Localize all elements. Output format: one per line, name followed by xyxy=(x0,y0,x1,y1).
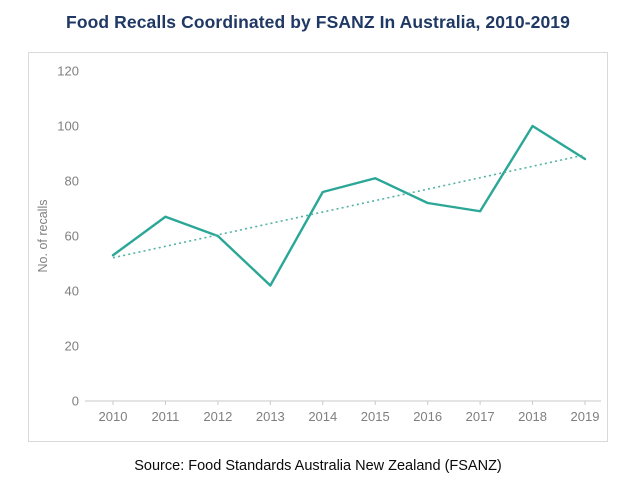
x-tick-label: 2014 xyxy=(308,409,337,424)
x-tick-label: 2011 xyxy=(151,409,179,424)
recalls-series-line xyxy=(111,124,587,287)
x-tick-label: 2017 xyxy=(466,409,495,424)
source-caption: Source: Food Standards Australia New Zea… xyxy=(134,458,502,474)
y-tick-label: 0 xyxy=(72,394,79,409)
y-tick-label: 60 xyxy=(65,229,79,244)
chart-plot-area: 0 20 40 60 80 100 120 2010 2011 2012 2013 2014 2015 2… xyxy=(28,52,608,442)
trend-line xyxy=(112,154,586,259)
x-tick-label: 2010 xyxy=(99,409,128,424)
x-tick-label: 2015 xyxy=(361,409,390,424)
x-tick-label: 2018 xyxy=(518,409,547,424)
line-chart: 0 20 40 60 80 100 120 2010 2011 2012 2013 2014 2015 2… xyxy=(36,64,601,424)
y-tick-label: 20 xyxy=(65,339,79,354)
y-tick-label: 120 xyxy=(57,64,79,79)
y-tick-label: 80 xyxy=(65,174,79,189)
x-tick-label: 2016 xyxy=(413,409,442,424)
x-tick-label: 2013 xyxy=(256,409,285,424)
y-tick-label: 100 xyxy=(57,119,79,134)
y-axis-title: No. of recalls xyxy=(36,200,50,273)
y-tick-label: 40 xyxy=(65,284,79,299)
x-tick-label: 2012 xyxy=(203,409,232,424)
x-tick-label: 2019 xyxy=(571,409,600,424)
chart-title: Food Recalls Coordinated by FSANZ In Aus… xyxy=(66,12,570,32)
